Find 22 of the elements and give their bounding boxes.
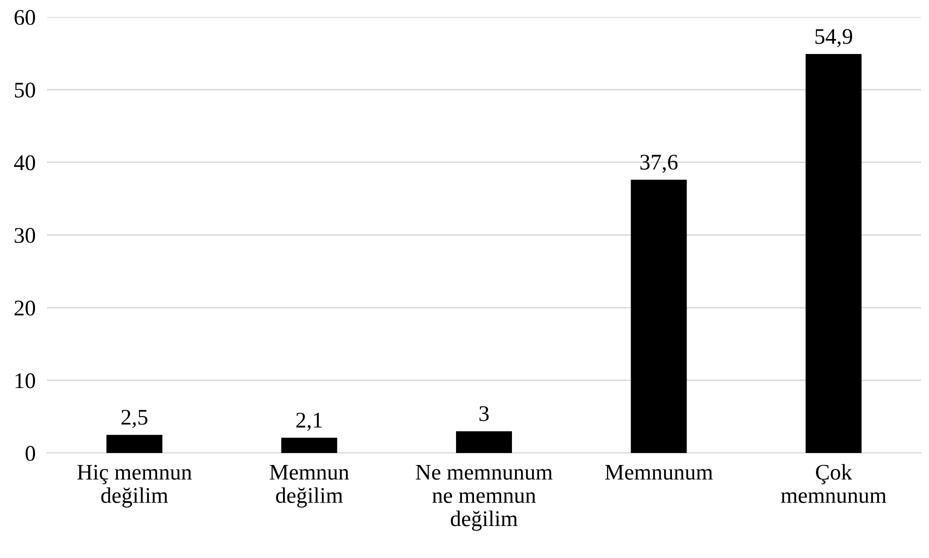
- bar: [106, 434, 162, 453]
- y-tick-label: 0: [26, 446, 36, 461]
- data-label: 2,1: [296, 412, 322, 431]
- data-label: 54,9: [815, 29, 852, 48]
- bar: [806, 54, 862, 453]
- y-tick-label: 50: [14, 82, 36, 98]
- y-tick-label: 60: [14, 10, 36, 25]
- x-tick-label: Memnun değilim: [270, 464, 349, 508]
- x-tick-label: Ne memnunum ne memnun değilim: [416, 464, 552, 531]
- data-label: 3: [480, 406, 489, 422]
- bar: [456, 431, 512, 453]
- y-tick-label: 40: [14, 155, 36, 170]
- y-tick-label: 10: [16, 373, 36, 388]
- x-tick-label: Memnunum: [605, 464, 713, 480]
- y-tick-label: 20: [14, 300, 36, 316]
- x-tick-label: Hiç memnun değilim: [77, 464, 192, 508]
- bar: [630, 180, 687, 453]
- x-tick-label: Çok memnunum: [780, 464, 886, 503]
- bar: [281, 438, 338, 453]
- y-tick-label: 30: [14, 228, 36, 243]
- data-label: 2,5: [121, 410, 148, 428]
- data-label: 37,6: [640, 154, 678, 173]
